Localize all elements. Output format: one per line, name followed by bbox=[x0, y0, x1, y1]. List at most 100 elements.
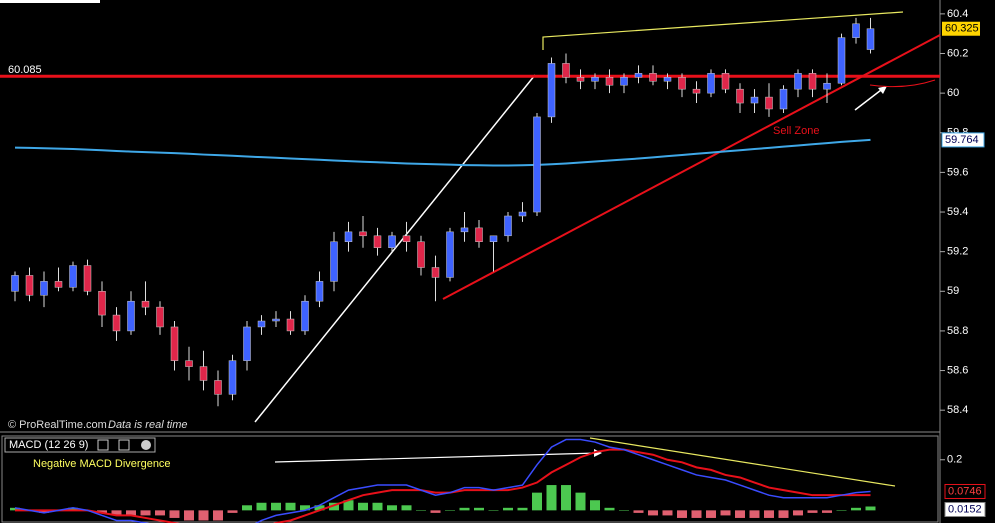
watermark: © ProRealTime.com bbox=[8, 419, 107, 431]
candle-body bbox=[460, 227, 469, 233]
y-tick-label: 59.6 bbox=[947, 166, 968, 178]
support-trendline bbox=[442, 34, 941, 300]
y-tick-label: 60.4 bbox=[947, 8, 968, 20]
candle-body bbox=[417, 241, 425, 268]
histogram-bar bbox=[430, 510, 441, 513]
candle-body bbox=[547, 63, 556, 118]
y-tick-label: 59.2 bbox=[947, 246, 968, 258]
candle-body bbox=[286, 318, 295, 332]
candle-body bbox=[779, 88, 788, 110]
candle-body bbox=[228, 360, 237, 395]
histogram-bar bbox=[749, 510, 760, 518]
histogram-bar bbox=[343, 500, 354, 511]
histogram-bar bbox=[39, 510, 49, 513]
histogram-bar bbox=[155, 510, 165, 516]
histogram-bar bbox=[633, 510, 644, 513]
candle-body bbox=[591, 77, 599, 82]
histogram-bar bbox=[314, 505, 325, 511]
candle-body bbox=[112, 314, 121, 332]
candle-body bbox=[707, 73, 715, 94]
candle-body bbox=[243, 326, 251, 361]
y-tick-label: 59.4 bbox=[947, 206, 968, 218]
resistance-annotation bbox=[542, 11, 904, 50]
y-tick-label: 59 bbox=[947, 285, 959, 297]
arrow bbox=[854, 86, 886, 111]
histogram-bar bbox=[140, 510, 151, 516]
y-tick-label: 60 bbox=[947, 87, 959, 99]
signal-line bbox=[15, 448, 871, 523]
window-icon[interactable] bbox=[118, 439, 130, 451]
histogram-bar bbox=[445, 510, 455, 511]
histogram-bar bbox=[169, 510, 180, 518]
macd-value-label: 0.0746 bbox=[948, 485, 982, 497]
candle-body bbox=[634, 73, 643, 78]
histogram-bar bbox=[126, 510, 136, 516]
candle-body bbox=[25, 275, 34, 296]
histogram-value-label: 0.0152 bbox=[948, 503, 982, 515]
candle-body bbox=[750, 96, 759, 104]
histogram-bar bbox=[97, 510, 107, 513]
histogram-bar bbox=[358, 502, 368, 511]
candle-body bbox=[359, 231, 367, 237]
histogram-bar bbox=[271, 502, 281, 511]
candle-body bbox=[518, 211, 527, 217]
histogram-bar bbox=[372, 502, 383, 511]
histogram-bar bbox=[532, 492, 542, 511]
histogram-bar bbox=[459, 507, 470, 511]
histogram-bar bbox=[793, 510, 803, 516]
ma-box bbox=[941, 132, 985, 148]
histogram-bar bbox=[474, 507, 484, 511]
histogram-bar bbox=[68, 507, 78, 511]
candle-body bbox=[301, 300, 309, 332]
candle-body bbox=[504, 215, 512, 237]
notice: Data is real time bbox=[108, 419, 187, 431]
macd-line bbox=[14, 438, 871, 523]
candle-body bbox=[11, 275, 19, 292]
sell-zone-label: Sell Zone bbox=[773, 125, 819, 137]
histogram-bar bbox=[677, 510, 687, 518]
candle-body bbox=[156, 306, 164, 328]
candle-body bbox=[533, 116, 541, 213]
histogram-bar bbox=[10, 507, 20, 511]
histogram-bar bbox=[213, 510, 223, 521]
candle-body bbox=[373, 235, 382, 248]
histogram-bar bbox=[387, 505, 397, 511]
histogram-bar bbox=[111, 510, 122, 516]
last-price-box bbox=[942, 21, 980, 36]
histogram-bar bbox=[503, 507, 513, 511]
candle-body bbox=[98, 291, 106, 316]
candle-body bbox=[808, 73, 817, 90]
candle-body bbox=[620, 77, 628, 86]
candle-body bbox=[721, 73, 730, 90]
histogram-bar bbox=[720, 510, 731, 516]
histogram-bar bbox=[227, 510, 238, 513]
histogram-bar bbox=[575, 492, 586, 511]
histogram-bar bbox=[778, 510, 789, 518]
candle-body bbox=[649, 73, 657, 82]
histogram-bar bbox=[836, 510, 847, 511]
histogram-bar bbox=[865, 506, 876, 511]
candle-body bbox=[185, 360, 193, 367]
candle-body bbox=[562, 63, 570, 78]
candle-body bbox=[475, 227, 483, 243]
candle-body bbox=[866, 28, 875, 50]
candle-body bbox=[141, 300, 150, 308]
candle-body bbox=[663, 77, 672, 82]
settings-icon[interactable] bbox=[97, 439, 109, 451]
histogram-bar bbox=[735, 510, 745, 518]
histogram-box bbox=[944, 502, 986, 518]
histogram-bar bbox=[851, 507, 861, 511]
y-tick-label: 58.8 bbox=[947, 325, 968, 337]
ellipse-annotation bbox=[869, 79, 936, 88]
histogram-bar bbox=[706, 510, 716, 518]
histogram-bar bbox=[329, 502, 339, 511]
candle-body bbox=[199, 366, 208, 381]
candle-body bbox=[736, 88, 744, 104]
candle-body bbox=[576, 77, 585, 82]
histogram-bar bbox=[648, 510, 658, 516]
last-price-label: 60.325 bbox=[945, 23, 979, 35]
moving-average bbox=[14, 138, 871, 167]
close-icon[interactable] bbox=[141, 440, 151, 450]
